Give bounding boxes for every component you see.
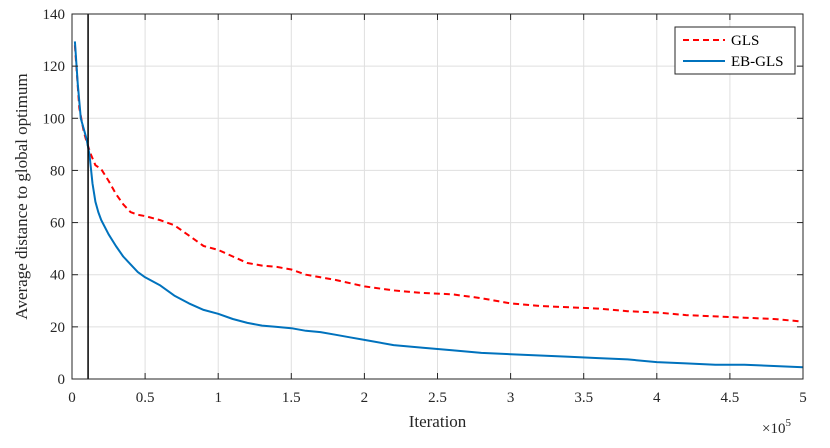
x-axis-multiplier-base: ×10 bbox=[762, 421, 785, 437]
x-tick-label: 2.5 bbox=[428, 390, 447, 406]
x-tick-label: 5 bbox=[799, 390, 807, 406]
y-tick-label: 100 bbox=[43, 111, 66, 127]
y-tick-label: 140 bbox=[43, 7, 66, 23]
series-line-0 bbox=[73, 45, 804, 323]
x-tick-labels: 0 0.5 1 1.5 2 2.5 3 3.5 4 4.5 5 bbox=[68, 390, 807, 406]
y-tick-label: 0 bbox=[58, 372, 66, 388]
y-tick-labels: 0 20 40 60 80 100 120 140 bbox=[43, 7, 66, 388]
y-axis-label: Average distance to global optimum bbox=[12, 73, 31, 319]
x-tick-label: 0.5 bbox=[136, 390, 155, 406]
x-axis-multiplier: ×105 bbox=[762, 417, 791, 437]
x-tick-label: 2 bbox=[361, 390, 369, 406]
x-tick-label: 3.5 bbox=[574, 390, 593, 406]
x-tick-label: 1 bbox=[214, 390, 222, 406]
legend: GLS EB-GLS bbox=[674, 26, 796, 75]
series-layer bbox=[73, 41, 804, 369]
x-axis-multiplier-exponent: 5 bbox=[785, 417, 791, 429]
legend-label-eb-gls: EB-GLS bbox=[731, 54, 784, 70]
series-line-1 bbox=[73, 41, 804, 369]
y-tick-label: 80 bbox=[50, 163, 65, 179]
y-tick-label: 40 bbox=[50, 268, 65, 284]
legend-box bbox=[674, 26, 796, 75]
x-axis-label: Iteration bbox=[409, 412, 467, 431]
y-tick-label: 20 bbox=[50, 320, 65, 336]
y-tick-label: 60 bbox=[50, 216, 65, 232]
x-tick-label: 0 bbox=[68, 390, 76, 406]
x-tick-label: 3 bbox=[507, 390, 515, 406]
tick-marks bbox=[71, 13, 804, 380]
x-tick-label: 1.5 bbox=[282, 390, 301, 406]
legend-label-gls: GLS bbox=[731, 33, 759, 49]
y-tick-label: 120 bbox=[43, 59, 66, 75]
x-tick-label: 4.5 bbox=[721, 390, 740, 406]
x-tick-label: 4 bbox=[653, 390, 661, 406]
